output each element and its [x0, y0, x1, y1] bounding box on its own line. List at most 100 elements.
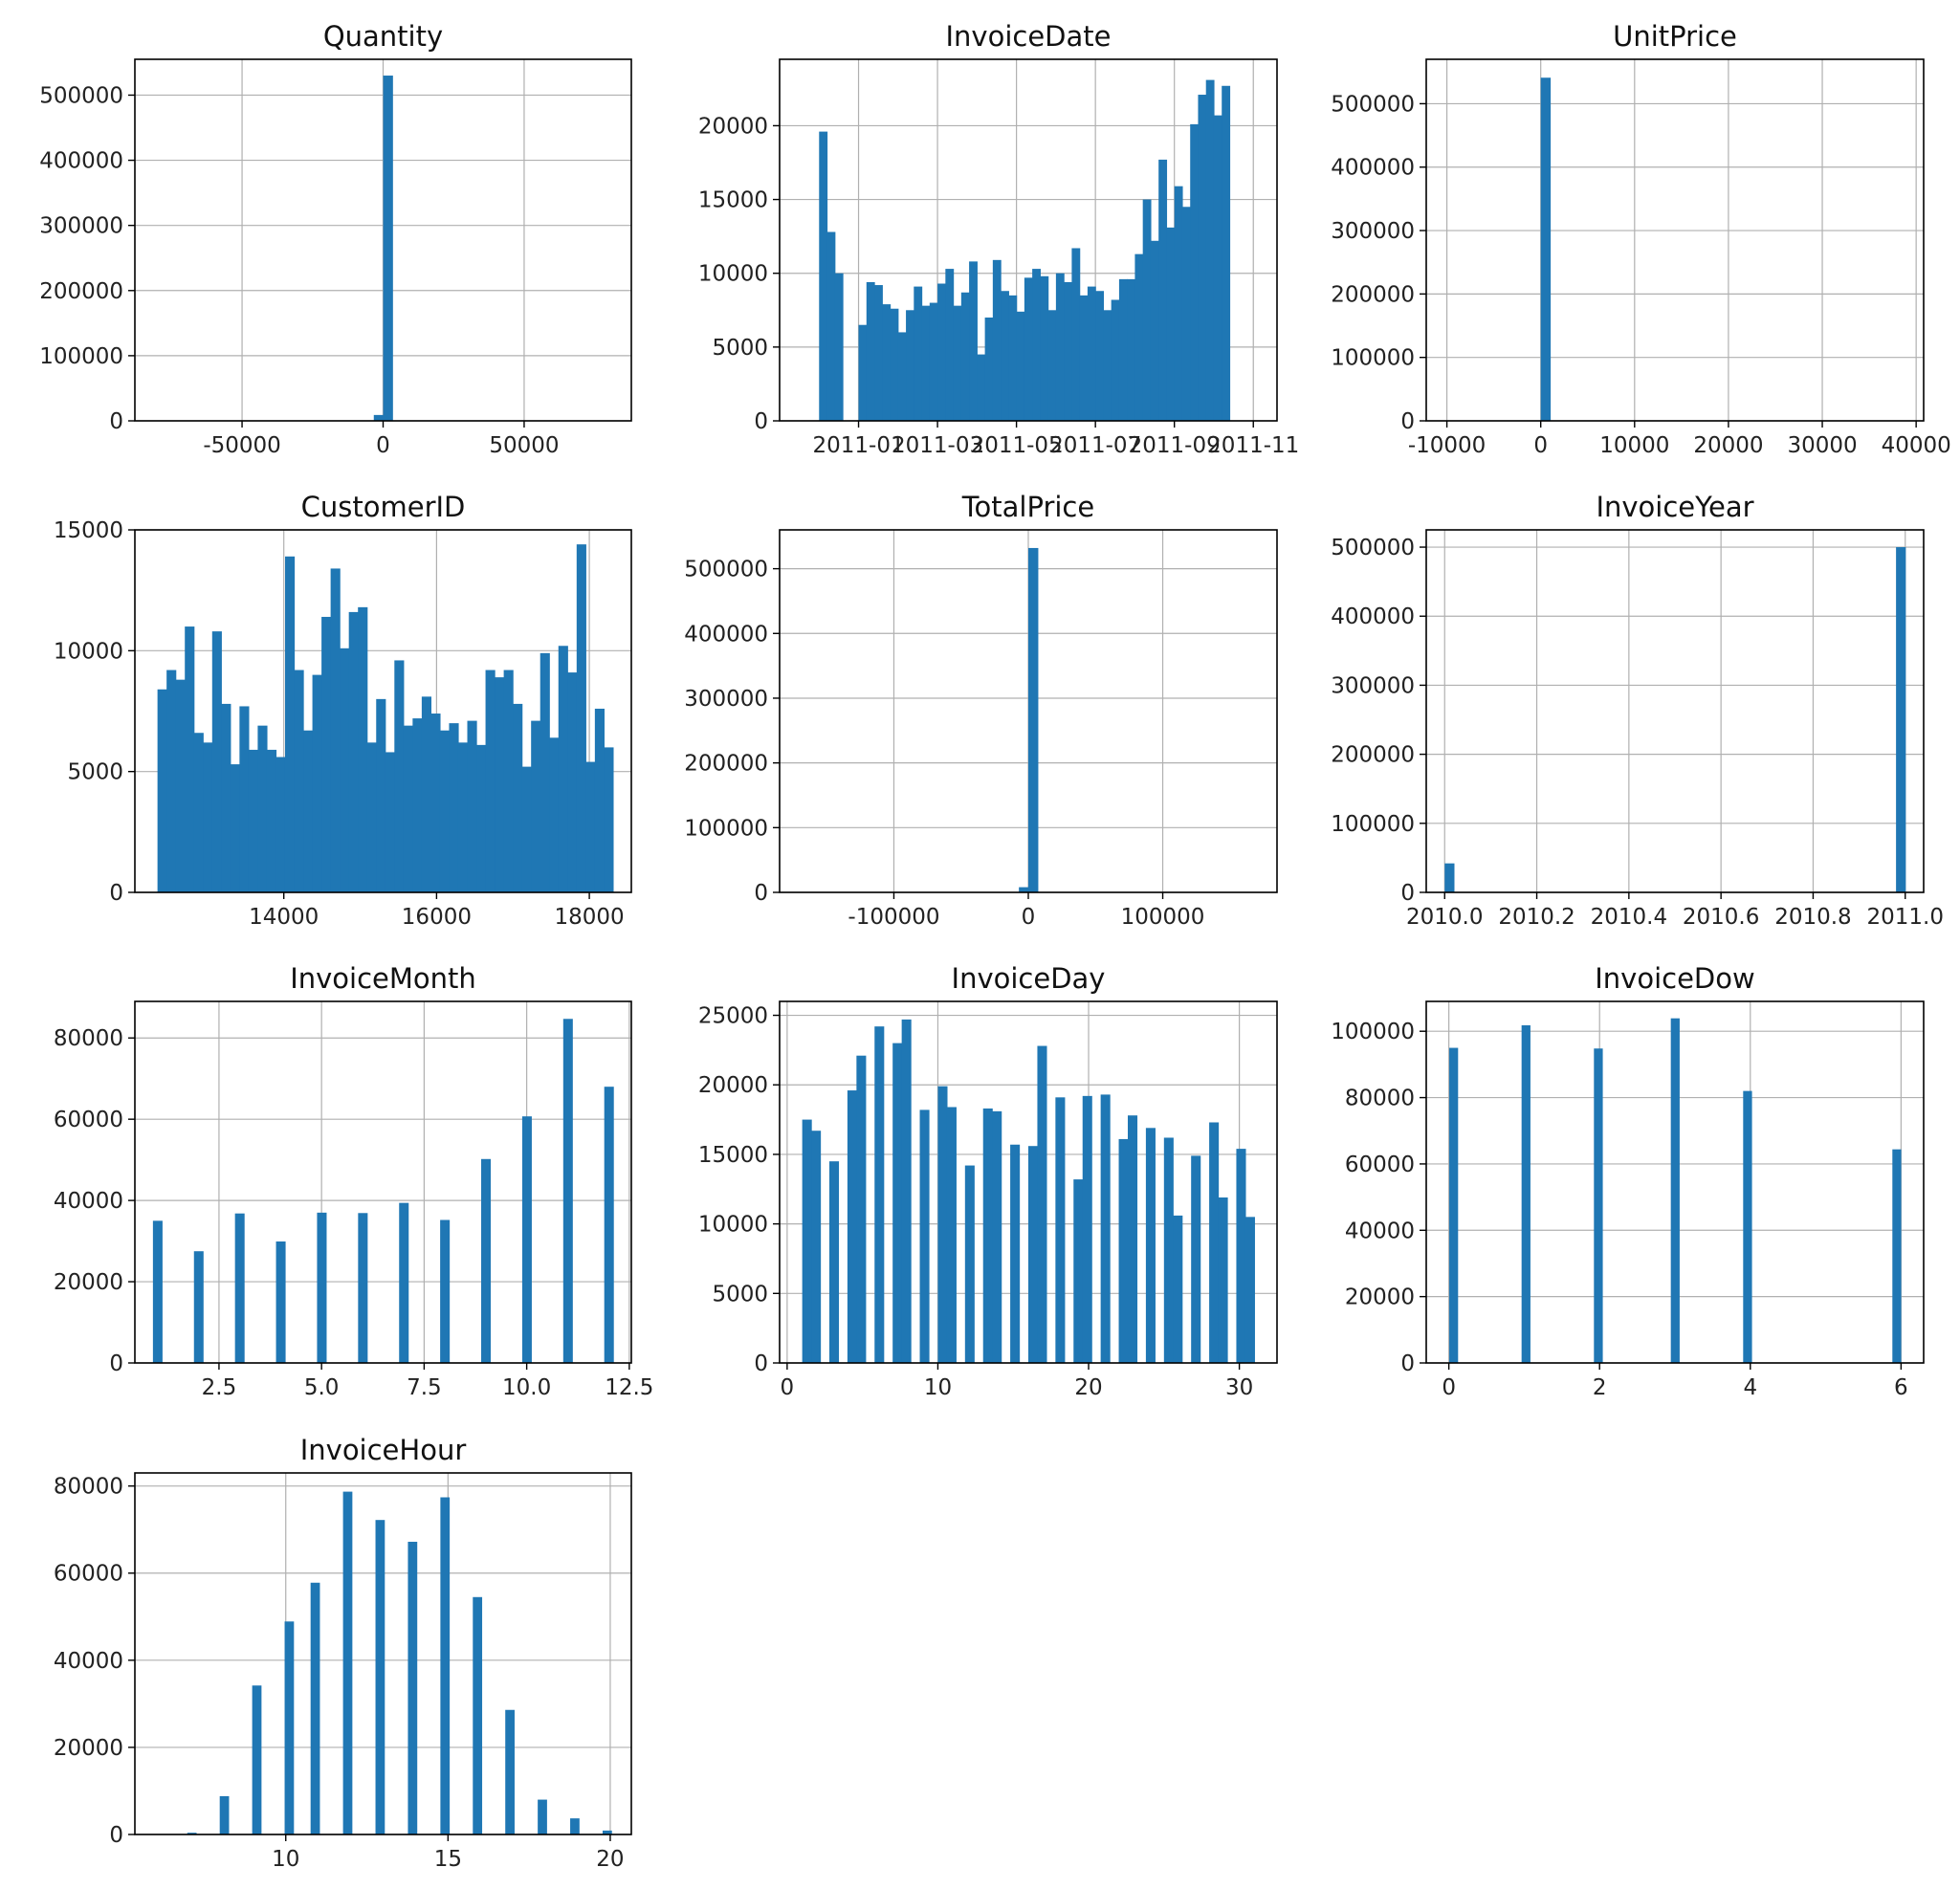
invoicedate-title: InvoiceDate	[946, 20, 1112, 53]
customerid-bar	[531, 720, 541, 892]
invoiceday-bar	[829, 1161, 840, 1363]
invoiceday-bar	[1209, 1122, 1220, 1363]
unitprice-title: UnitPrice	[1613, 20, 1737, 53]
invoiceday-bar	[847, 1090, 857, 1363]
invoiceday-bar	[1028, 1146, 1039, 1363]
invoicedate-bar	[977, 354, 986, 421]
customerid-bar	[385, 752, 395, 892]
customerid-bar	[495, 677, 505, 892]
invoicedate-bar	[969, 261, 978, 421]
customerid-bar	[412, 718, 423, 892]
invoicemonth-x-tick-label: 2.5	[202, 1375, 237, 1400]
invoicedate-bar	[1079, 295, 1089, 421]
invoiceyear-axes-frame	[1425, 529, 1925, 893]
invoicedow-title: InvoiceDow	[1595, 962, 1754, 995]
invoicehour-y-tick-label: 40000	[54, 1649, 123, 1674]
unitprice-x-tick-label: 0	[1533, 433, 1548, 458]
invoiceday-bar	[1073, 1179, 1084, 1363]
invoiceday-bar	[1100, 1094, 1111, 1363]
invoicemonth-y-tick-label: 0	[109, 1351, 123, 1376]
invoicemonth-y-tick-label: 20000	[54, 1270, 123, 1295]
panel-invoicedow: 0 2 4 6 0 20000 40000 60000 80000 100000 InvoiceDo…	[1331, 962, 1925, 1400]
invoicedow-x-tick-label: 0	[1442, 1375, 1456, 1400]
invoiceday-x-tick-label: 0	[781, 1375, 795, 1400]
customerid-bar	[166, 670, 177, 892]
invoicedate-bar	[1111, 299, 1120, 421]
customerid-bar	[503, 670, 514, 892]
unitprice-y-tick-label: 200000	[1331, 282, 1415, 307]
invoicedate-bar	[1142, 199, 1152, 421]
customerid-bar	[421, 696, 432, 892]
invoiceday-bar	[856, 1055, 867, 1363]
panel-invoicehour: 10 15 20 0 20000 40000 60000 80000 InvoiceHour	[54, 1434, 632, 1872]
invoicemonth-x-tick-label: 10.0	[502, 1375, 551, 1400]
customerid-bar	[230, 764, 240, 892]
invoicedate-bar	[914, 286, 923, 421]
invoicedate-bar	[1024, 277, 1033, 421]
invoiceyear-x-tick-label: 2010.2	[1498, 905, 1575, 930]
invoiceday-bar	[901, 1019, 912, 1363]
panel-quantity: -50000 0 500000100000200000300000400000500…	[39, 20, 632, 458]
invoiceday-bar	[892, 1043, 903, 1363]
customerid-bar	[340, 648, 350, 892]
invoicemonth-y-tick-label: 80000	[54, 1026, 123, 1051]
invoicemonth-bar	[399, 1202, 409, 1363]
invoiceday-axes-frame	[779, 1000, 1278, 1364]
invoiceday-bar	[1128, 1115, 1138, 1363]
totalprice-x-tick-label: 100000	[1121, 905, 1205, 930]
invoicemonth-bar	[440, 1219, 451, 1363]
invoicedow-y-tick-label: 40000	[1345, 1219, 1415, 1243]
totalprice-title: TotalPrice	[961, 491, 1094, 523]
invoiceday-title: InvoiceDay	[952, 962, 1106, 995]
customerid-y-tick-label: 0	[109, 881, 123, 906]
customerid-y-tick-label: 10000	[54, 639, 123, 664]
invoicehour-bar	[252, 1685, 262, 1834]
customerid-bar	[376, 698, 386, 892]
panel-invoicemonth: 2.5 5.0 7.5 10.0 12.5 0 20000 40000 60000 80000 In…	[54, 962, 654, 1400]
quantity-x-tick-label: -50000	[203, 433, 280, 458]
customerid-bar	[604, 747, 614, 892]
invoiceday-y-tick-label: 0	[754, 1351, 768, 1376]
invoicedate-bar	[960, 292, 970, 421]
customerid-x-tick-label: 16000	[402, 905, 472, 930]
customerid-bar	[157, 689, 167, 892]
customerid-y-tick-label: 15000	[54, 518, 123, 543]
invoicedate-axes-frame	[779, 58, 1278, 422]
unitprice-y-tick-label: 0	[1400, 409, 1415, 434]
customerid-bar	[567, 672, 578, 892]
invoicedow-bar	[1521, 1024, 1531, 1363]
invoicehour-bar	[375, 1520, 385, 1834]
invoiceyear-x-tick-label: 2010.8	[1774, 905, 1851, 930]
invoiceyear-x-tick-label: 2010.6	[1683, 905, 1759, 930]
customerid-bar	[403, 725, 413, 892]
quantity-title: Quantity	[323, 20, 443, 53]
invoicedate-bar	[953, 305, 962, 421]
invoicemonth-x-tick-label: 12.5	[605, 1375, 653, 1400]
customerid-bar	[239, 706, 250, 892]
totalprice-y-tick-label: 0	[754, 881, 768, 906]
customerid-bar	[211, 631, 222, 892]
unitprice-x-tick-label: -10000	[1408, 433, 1486, 458]
invoicehour-bar	[187, 1833, 197, 1834]
customerid-bar	[303, 730, 314, 892]
unitprice-plot-area	[1426, 59, 1924, 421]
invoicehour-bar	[473, 1596, 483, 1834]
customerid-bar	[439, 730, 451, 892]
invoicemonth-plot-area	[135, 1001, 631, 1363]
customerid-bar	[430, 714, 441, 892]
customerid-bar	[248, 749, 259, 892]
invoiceyear-x-tick-label: 2011.0	[1866, 905, 1943, 930]
quantity-y-tick-label: 0	[109, 409, 123, 434]
customerid-bar	[521, 766, 532, 892]
customerid-bar	[457, 742, 469, 892]
invoicemonth-bar	[481, 1158, 492, 1363]
invoicedate-y-tick-label: 10000	[698, 262, 768, 287]
panel-unitprice: -10000 0 10000 20000 30000 400000100000200000…	[1331, 20, 1951, 458]
customerid-bar	[312, 674, 322, 892]
invoicedate-bar	[945, 269, 955, 421]
invoicehour-bar	[342, 1491, 353, 1834]
invoicehour-y-tick-label: 80000	[54, 1475, 123, 1500]
invoicemonth-x-tick-label: 7.5	[407, 1375, 442, 1400]
invoicedate-bar	[1205, 79, 1215, 421]
